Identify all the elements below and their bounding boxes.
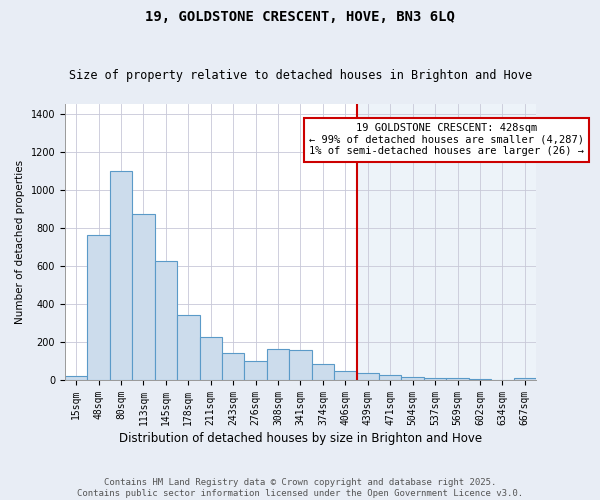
Bar (222, 354, 244, 380)
Title: Size of property relative to detached houses in Brighton and Hove: Size of property relative to detached ho… (69, 69, 532, 82)
Bar (65, 376, 88, 380)
Bar (132, 214, 155, 380)
Bar (514, 378, 536, 380)
Text: Contains HM Land Registry data © Crown copyright and database right 2025.
Contai: Contains HM Land Registry data © Crown c… (77, 478, 523, 498)
Bar (379, 375, 401, 380)
Text: 19 GOLDSTONE CRESCENT: 428sqm
← 99% of detached houses are smaller (4,287)
1% of: 19 GOLDSTONE CRESCENT: 428sqm ← 99% of d… (309, 124, 584, 156)
Bar (155, 261, 177, 380)
Bar (424, 378, 446, 380)
Bar (110, 170, 132, 380)
X-axis label: Distribution of detached houses by size in Brighton and Hove: Distribution of detached houses by size … (119, 432, 482, 445)
Bar (401, 376, 424, 380)
Bar (289, 350, 312, 380)
Bar (469, 379, 491, 380)
Bar (244, 361, 267, 380)
Bar (356, 374, 379, 380)
Bar (312, 364, 334, 380)
Bar (446, 378, 469, 380)
Bar (200, 337, 222, 380)
Text: 19, GOLDSTONE CRESCENT, HOVE, BN3 6LQ: 19, GOLDSTONE CRESCENT, HOVE, BN3 6LQ (145, 10, 455, 24)
Y-axis label: Number of detached properties: Number of detached properties (15, 160, 25, 324)
Bar (267, 348, 289, 380)
Bar (334, 370, 356, 380)
Bar (177, 316, 200, 380)
Bar (356, 104, 536, 380)
Bar (88, 236, 110, 380)
